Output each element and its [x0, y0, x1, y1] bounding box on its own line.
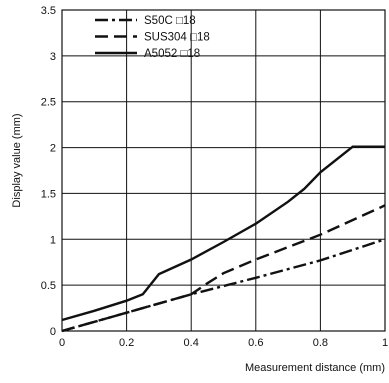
x-tick-label: 0 — [59, 337, 65, 349]
series-lines — [61, 145, 386, 333]
legend-label-1: SUS304 □18 — [144, 32, 210, 44]
y-tick-label: 2 — [50, 143, 56, 155]
plot-area-border — [61, 9, 386, 332]
series-line-2 — [61, 145, 385, 322]
y-tick-label: 0 — [50, 326, 56, 338]
legend-label-2: A5052 □18 — [144, 48, 200, 60]
x-tick-label: 1 — [382, 337, 388, 349]
x-tick-labels: 0 0.2 0.4 0.6 0.8 1 — [59, 337, 388, 349]
y-tick-label: 0.5 — [41, 280, 56, 292]
legend: S50C □18 SUS304 □18 A5052 □18 — [95, 15, 210, 60]
x-tick-label: 0.2 — [119, 337, 134, 349]
x-tick-label: 0.6 — [248, 337, 263, 349]
y-tick-label: 3.5 — [41, 5, 56, 17]
y-tick-label: 3 — [50, 51, 56, 63]
x-tick-label: 0.4 — [184, 337, 199, 349]
y-tick-labels: 0 0.5 1 1.5 2 2.5 3 3.5 — [41, 5, 56, 338]
series-line-1 — [61, 204, 386, 333]
series-line-0 — [61, 238, 386, 333]
x-axis-label: Measurement distance (mm) — [245, 362, 385, 374]
legend-label-0: S50C □18 — [144, 15, 196, 27]
grid-lines — [62, 10, 385, 331]
y-tick-label: 1.5 — [41, 188, 56, 200]
x-tick-label: 0.8 — [313, 337, 328, 349]
y-tick-label: 2.5 — [41, 97, 56, 109]
y-tick-label: 1 — [50, 234, 56, 246]
y-axis-label: Display value (mm) — [11, 113, 23, 207]
